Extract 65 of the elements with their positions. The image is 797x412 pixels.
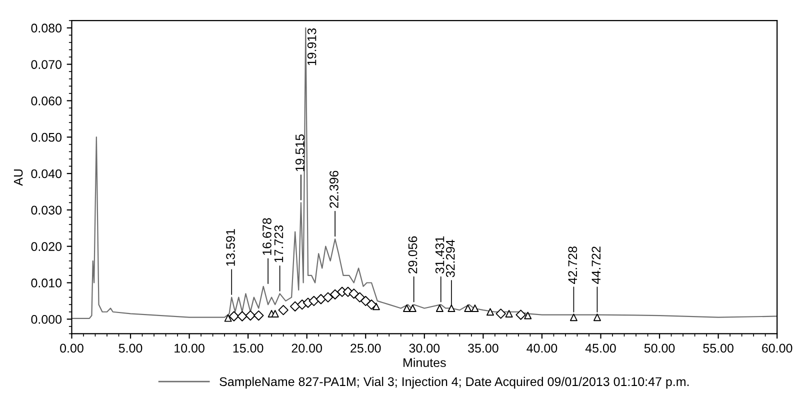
point: [271, 310, 279, 318]
point: [516, 310, 526, 320]
point: [403, 304, 411, 312]
annotation: 44.722: [592, 246, 600, 284]
y-tick-label: 0.020: [31, 242, 62, 251]
annotation: 19.913: [307, 28, 316, 66]
point: [408, 304, 416, 312]
annotation: 22.396: [330, 170, 338, 208]
point: [290, 301, 300, 312]
point: [360, 296, 371, 306]
y-tick-label: 0.000: [31, 314, 62, 324]
point: [448, 304, 456, 312]
annotation: 31.431: [435, 236, 444, 274]
x-tick-label: 15.00: [233, 344, 264, 353]
point: [316, 294, 326, 304]
annotation: 29.056: [408, 236, 418, 274]
x-tick-label: 30.00: [409, 344, 440, 353]
point: [464, 304, 472, 312]
x-tick-label: 60.00: [762, 344, 792, 353]
y-tick-label: 0.070: [31, 60, 62, 69]
point: [254, 310, 264, 321]
point: [245, 310, 256, 321]
y-tick-label: 0.080: [31, 24, 62, 33]
y-tick-label: 0.060: [31, 96, 62, 106]
y-tick-label: 0.050: [31, 132, 62, 142]
x-tick-label: 20.00: [292, 344, 322, 353]
x-tick-label: 5.00: [118, 344, 142, 353]
annotation: 16.678: [262, 218, 272, 255]
x-axis-title: Minutes: [404, 358, 446, 368]
point: [366, 300, 377, 310]
point: [436, 304, 444, 312]
annotation: 19.515: [295, 134, 304, 172]
point: [228, 311, 240, 322]
x-tick-label: 55.00: [703, 344, 734, 353]
x-tick-label: 10.00: [174, 344, 204, 353]
x-tick-label: 25.00: [350, 344, 381, 353]
x-tick-label: 50.00: [644, 344, 675, 353]
legend-label: SampleName 827-PA1M; Vial 3; Injection 4; Date Acquired 09/01/2013 01:10:47 p.m.: [220, 376, 689, 389]
point: [593, 314, 601, 322]
point: [570, 314, 578, 322]
point: [486, 308, 494, 316]
point: [496, 308, 506, 319]
point: [237, 311, 248, 322]
point: [322, 292, 334, 302]
annotation: 13.591: [226, 229, 235, 266]
point: [348, 288, 359, 299]
y-tick-label: 0.030: [31, 206, 62, 215]
annotation: 32.294: [446, 240, 455, 278]
x-tick-label: 40.00: [526, 344, 558, 353]
x-tick-label: 45.00: [585, 344, 616, 353]
y-tick-label: 0.010: [31, 278, 62, 288]
y-axis-title: AU: [14, 169, 23, 186]
point: [354, 292, 365, 302]
annotation: 17.723: [274, 225, 284, 262]
point: [308, 296, 319, 306]
point: [278, 304, 288, 316]
point: [524, 312, 532, 320]
x-tick-label: 0.00: [60, 344, 84, 353]
point: [505, 310, 513, 318]
point: [471, 304, 479, 312]
x-tick-label: 35.00: [468, 344, 498, 353]
point: [330, 289, 340, 300]
point: [224, 314, 232, 322]
annotation: 42.728: [568, 246, 578, 284]
y-tick-label: 0.040: [31, 169, 62, 178]
